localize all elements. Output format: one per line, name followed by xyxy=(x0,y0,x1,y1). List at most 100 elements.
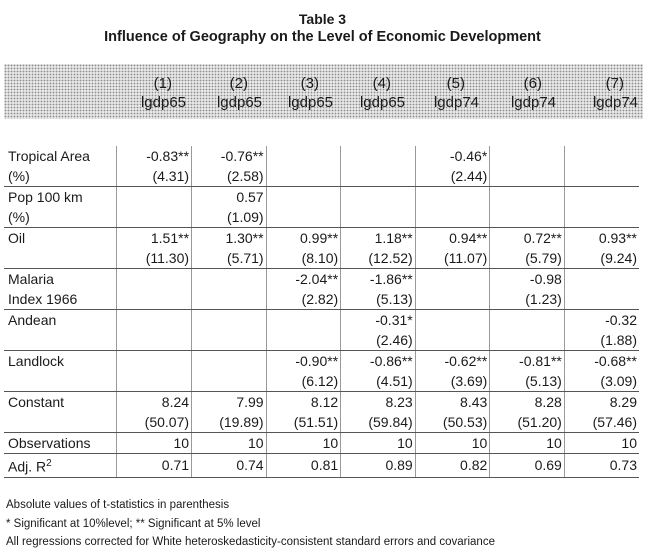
table-cell xyxy=(414,268,490,289)
table-cell xyxy=(265,207,341,228)
column-header-4: (4) lgdp65 xyxy=(333,74,405,112)
table-cell: 10 xyxy=(414,432,490,454)
table-notes: Absolute values of t-statistics in paren… xyxy=(6,496,495,552)
table-cell xyxy=(563,166,639,187)
table-row: Pop 100 km 0.57 xyxy=(4,186,639,207)
table-cell xyxy=(489,166,565,187)
table-cell xyxy=(191,268,267,289)
table-cell: (50.53) xyxy=(414,412,490,433)
column-number: (4) xyxy=(372,75,391,92)
table-cell: 0.94** xyxy=(414,227,490,248)
table-cell: -0.83** xyxy=(116,146,192,166)
table-cell: (1.23) xyxy=(489,289,565,310)
table-cell: (50.07) xyxy=(116,412,192,433)
table-cell xyxy=(414,207,490,228)
table-cell: (3.09) xyxy=(563,371,639,392)
table-cell xyxy=(340,146,416,166)
table-row: Malaria -2.04** -1.86** -0.98 xyxy=(4,268,639,289)
table-cell: (2.58) xyxy=(191,166,267,187)
column-number: (6) xyxy=(523,75,542,92)
table-cell: (8.10) xyxy=(265,248,341,269)
table-cell: 10 xyxy=(563,432,639,454)
table-row: (%) (4.31) (2.58) (2.44) xyxy=(4,166,639,187)
table-cell xyxy=(265,146,341,166)
table-cell: -0.81** xyxy=(489,350,565,371)
column-number: (2) xyxy=(229,75,248,92)
table-cell: -0.32 xyxy=(563,309,639,330)
table-title: Influence of Geography on the Level of E… xyxy=(104,29,541,45)
table-cell: 10 xyxy=(191,432,267,454)
table-row: Landlock -0.90** -0.86** -0.62** -0.81** -0.6… xyxy=(4,350,639,371)
note-tstat: Absolute values of t-statistics in paren… xyxy=(6,499,230,511)
table-cell: 0.71 xyxy=(116,453,192,478)
table-cell: 0.72** xyxy=(489,227,565,248)
table-cell xyxy=(116,309,192,330)
table-row: (11.30) (5.71) (8.10) (12.52) (11.07) (5.79)(… xyxy=(4,248,639,269)
table-cell xyxy=(340,207,416,228)
table-cell: 10 xyxy=(116,432,192,454)
table-cell: 1.51** xyxy=(116,227,192,248)
row-label: Malaria xyxy=(8,271,54,287)
table-cell xyxy=(489,309,565,330)
column-dependent-var: lgdp74 xyxy=(433,94,479,111)
table-cell: 1.18** xyxy=(340,227,416,248)
table-cell: -0.62** xyxy=(414,350,490,371)
table-cell xyxy=(265,166,341,187)
row-label: (%) xyxy=(4,207,117,228)
table-cell: (57.46) xyxy=(563,412,639,433)
row-label: Observations xyxy=(4,432,117,454)
table-cell xyxy=(116,186,192,207)
row-label: Andean xyxy=(8,312,57,328)
table-cell: 0.57 xyxy=(191,186,267,207)
column-dependent-var: lgdp65 xyxy=(140,94,186,111)
column-header-6: (6) lgdp74 xyxy=(484,74,556,112)
table-cell: 8.28 xyxy=(489,391,565,412)
regression-table: Tropical Area -0.83** -0.76** -0.46* (%) (4.3… xyxy=(4,146,639,478)
table-cell: -2.04** xyxy=(265,268,341,289)
table-row: Observations 10 10 10 10 10 10 10 xyxy=(4,432,639,454)
table-cell: -0.98 xyxy=(489,268,565,289)
row-label: (%) xyxy=(4,166,117,187)
table-cell xyxy=(563,207,639,228)
table-cell: 8.43 xyxy=(414,391,490,412)
table-cell: -0.86** xyxy=(340,350,416,371)
table-cell: 0.99** xyxy=(265,227,341,248)
table-cell xyxy=(489,146,565,166)
table-cell: 0.69 xyxy=(489,453,565,478)
table-cell: 10 xyxy=(489,432,565,454)
table-cell: 0.74 xyxy=(191,453,267,478)
table-row: (%) (1.09) xyxy=(4,207,639,228)
table-cell xyxy=(563,268,639,289)
table-cell: (4.31) xyxy=(116,166,192,187)
table-row: Oil 1.51** 1.30** 0.99** 1.18** 0.94** 0.72** 0… xyxy=(4,227,639,248)
table-cell: (6.12) xyxy=(265,371,341,392)
table-cell xyxy=(116,268,192,289)
table-cell: (2.44) xyxy=(414,166,490,187)
table-cell xyxy=(489,330,565,351)
table-cell xyxy=(563,289,639,310)
row-label: Tropical Area xyxy=(8,148,90,164)
column-number: (1) xyxy=(153,75,172,92)
table-cell: -0.90** xyxy=(265,350,341,371)
column-header-3: (3) lgdp65 xyxy=(261,74,333,112)
table-number: Table 3 xyxy=(298,11,347,27)
table-row: Constant 8.24 7.99 8.12 8.23 8.43 8.28 8.29 xyxy=(4,391,639,412)
table-title-block: Table 3 Influence of Geography on the Le… xyxy=(0,10,645,46)
column-dependent-var: lgdp65 xyxy=(216,94,262,111)
column-dependent-var: lgdp74 xyxy=(592,94,638,111)
column-number: (5) xyxy=(446,75,465,92)
table-cell: 10 xyxy=(340,432,416,454)
table-cell xyxy=(414,289,490,310)
table-cell: (5.13) xyxy=(489,371,565,392)
table-row: (6.12) (4.51) (3.69) (5.13) (3.09) xyxy=(4,371,639,392)
table-row: (2.46) (1.88) xyxy=(4,330,639,351)
column-dependent-var: lgdp74 xyxy=(510,94,556,111)
table-cell xyxy=(265,186,341,207)
table-cell: (1.09) xyxy=(191,207,267,228)
table-cell: (4.51) xyxy=(340,371,416,392)
row-label: Landlock xyxy=(8,353,65,369)
column-header-band xyxy=(4,64,643,119)
row-label xyxy=(4,371,117,392)
table-cell xyxy=(340,166,416,187)
table-cell: 8.24 xyxy=(116,391,192,412)
